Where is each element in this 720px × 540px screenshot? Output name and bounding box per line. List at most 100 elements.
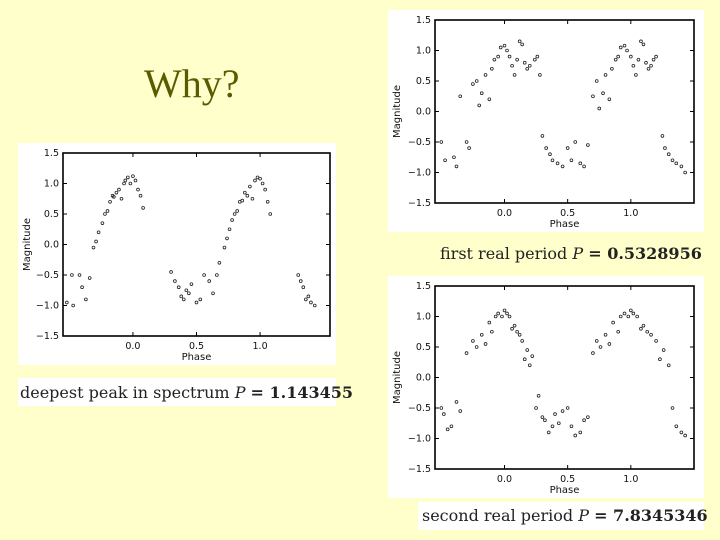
caption-period-symbol: P — [572, 244, 584, 263]
y-tick-label: −0.5 — [408, 137, 431, 148]
plot-svg-second-period: 1.5 1.0 0.5 0.0 −0.5 −1.0 −1.5 0.0 0.5 1.0 Phase Ma… — [392, 281, 695, 496]
data-point — [123, 178, 128, 183]
data-point — [108, 199, 112, 204]
caption-period-value: = 7.8345346 — [594, 506, 708, 525]
data-point — [136, 187, 140, 192]
data-point — [91, 245, 96, 250]
data-point — [179, 294, 184, 299]
data-point — [87, 276, 92, 280]
data-point — [487, 320, 492, 325]
data-point — [550, 424, 555, 429]
data-point — [474, 345, 479, 349]
data-point — [540, 134, 545, 138]
data-point — [126, 175, 130, 180]
data-point — [490, 329, 494, 334]
data-point — [679, 164, 684, 169]
data-point — [622, 43, 627, 48]
data-point — [306, 294, 311, 299]
data-point — [629, 308, 633, 313]
data-point — [100, 221, 105, 225]
data-point — [670, 406, 675, 410]
data-point — [586, 143, 590, 147]
x-tick-label: 0.0 — [497, 208, 512, 219]
data-point — [594, 79, 599, 83]
caption-first-period: first real period P = 0.5328956 — [440, 244, 702, 263]
y-axis-label: Magnitude — [392, 351, 403, 404]
data-point — [636, 57, 641, 62]
data-point — [603, 332, 608, 337]
data-point — [622, 311, 627, 316]
plot-frame — [434, 19, 695, 204]
data-point — [458, 409, 463, 413]
data-point — [471, 339, 475, 343]
data-point — [119, 196, 124, 201]
data-point — [439, 140, 444, 144]
data-point — [550, 158, 555, 163]
caption-text: first real period — [440, 244, 568, 263]
data-point — [243, 190, 247, 195]
data-point — [250, 196, 255, 201]
data-point — [65, 300, 69, 305]
caption-second-period: second real period P = 7.8345346 — [422, 506, 708, 525]
data-point — [445, 427, 450, 432]
data-point — [122, 181, 126, 186]
data-point — [639, 326, 643, 331]
data-point — [548, 152, 552, 157]
data-point — [443, 158, 447, 163]
data-point — [141, 206, 145, 210]
data-point — [452, 155, 456, 160]
y-tick-label: −1.0 — [408, 168, 431, 179]
y-tick-label: −0.5 — [36, 270, 59, 281]
y-axis-label: Magnitude — [22, 218, 33, 271]
data-point — [644, 60, 648, 65]
data-point — [498, 45, 503, 50]
data-point — [194, 300, 199, 305]
plot-frame — [62, 152, 331, 337]
data-point — [649, 332, 653, 337]
data-point — [607, 342, 612, 346]
data-point — [312, 303, 317, 308]
data-point — [479, 332, 484, 337]
data-point — [610, 66, 614, 71]
data-point — [477, 103, 482, 108]
data-point — [103, 212, 107, 216]
y-tick-label: 0.0 — [416, 107, 431, 118]
data-point — [258, 176, 262, 181]
data-point — [240, 198, 245, 203]
y-tick-label: 0.0 — [44, 240, 59, 251]
data-point — [471, 82, 475, 86]
data-point — [176, 285, 181, 290]
data-point — [77, 273, 82, 277]
data-point — [260, 181, 265, 186]
data-point — [635, 314, 639, 319]
data-point — [512, 323, 517, 328]
data-point — [131, 174, 135, 178]
y-tick-label: 0.5 — [416, 76, 431, 87]
data-point — [112, 195, 116, 199]
data-point — [611, 320, 615, 325]
plot-panel-second-period: 1.5 1.0 0.5 0.0 −0.5 −1.0 −1.5 0.0 0.5 1.0 Phase Ma… — [388, 276, 704, 498]
data-point — [474, 79, 479, 83]
x-axis-label: Phase — [550, 485, 580, 496]
y-tick-label: −1.5 — [408, 464, 431, 475]
data-point — [613, 57, 618, 62]
data-point — [467, 146, 471, 150]
caption-period-value: = 0.5328956 — [588, 244, 702, 263]
data-point — [591, 351, 595, 355]
data-point — [527, 363, 532, 368]
data-point — [534, 406, 538, 410]
data-point — [616, 54, 620, 59]
x-axis-label: Phase — [550, 219, 580, 230]
data-point — [663, 146, 667, 150]
data-point — [439, 406, 444, 410]
data-point — [490, 66, 494, 71]
data-point — [578, 430, 583, 435]
data-point — [248, 184, 252, 189]
data-point — [626, 314, 631, 319]
data-point — [253, 178, 257, 183]
data-point — [629, 54, 633, 59]
data-point — [679, 430, 684, 435]
y-tick-label: 1.5 — [44, 148, 59, 159]
data-point — [296, 273, 301, 277]
data-point — [670, 158, 675, 163]
